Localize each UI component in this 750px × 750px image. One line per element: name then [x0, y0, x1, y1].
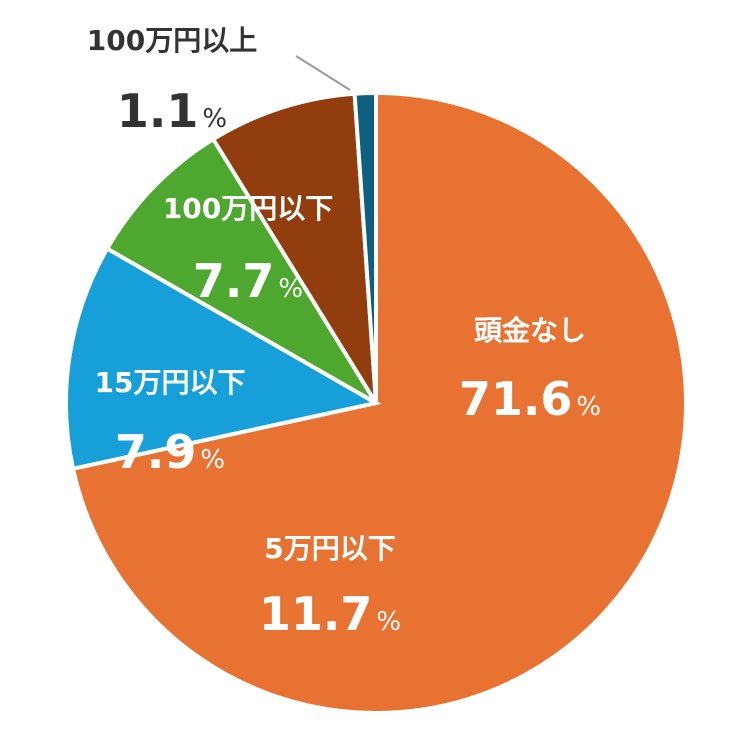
slice-label-name: 15万円以下: [95, 366, 246, 399]
pie-slice-2: [104, 136, 378, 405]
pie-slices: [64, 90, 688, 715]
pie-slice-4: [352, 90, 378, 404]
slice-value-number: 11.7: [259, 587, 373, 641]
slice-value-unit: %: [202, 104, 227, 134]
slice-value-unit: %: [200, 445, 225, 475]
pie-slice-3: [210, 91, 378, 405]
slice-value-number: 1.1: [117, 84, 199, 138]
slice-value-unit: %: [376, 607, 401, 637]
slice-label-value: 7.9%: [115, 425, 225, 479]
slice-label-name: 100万円以上: [87, 24, 257, 57]
slice-value-unit: %: [576, 392, 601, 422]
slice-value-unit: %: [278, 274, 303, 304]
slice-labels: 頭金なし 71.6 % 5万円以下 11.7 % 15万円以下 7.9 % 100万円以下 7.7%…: [87, 24, 601, 641]
slice-label-value: 1.1%: [117, 84, 227, 138]
slice-label-value: 7.7%: [193, 254, 303, 308]
slice-value-number: 7.9: [115, 425, 197, 479]
slice-label-name: 頭金なし: [474, 314, 586, 347]
pie-slice-1: [64, 245, 382, 472]
slice-label-name: 5万円以下: [264, 532, 395, 565]
slice-label-name: 100万円以下: [163, 192, 333, 225]
slice-value-number: 7.7: [193, 254, 275, 308]
leader-line: [295, 55, 351, 91]
slice-value-number: 71.6: [459, 372, 573, 426]
slice-label-value: 71.6%: [459, 372, 601, 426]
slice-label-value: 11.7%: [259, 587, 401, 641]
